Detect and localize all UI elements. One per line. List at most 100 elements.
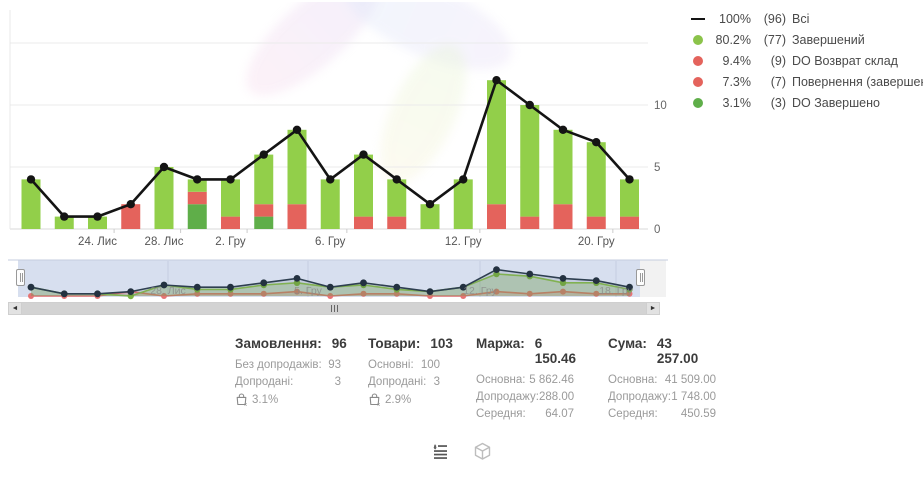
bar-segment[interactable] bbox=[620, 216, 639, 229]
navigator-returns-point bbox=[28, 293, 34, 299]
y-axis-label: 10 bbox=[654, 100, 667, 112]
stat-row-value: 1 748.00 bbox=[671, 391, 716, 403]
stat-row: Допродажу: 1 748.00 bbox=[608, 389, 716, 406]
stat-title-value: 96 bbox=[331, 336, 347, 351]
x-axis-label: 28. Лис bbox=[145, 236, 184, 248]
navigator-selection[interactable] bbox=[18, 260, 640, 297]
total-line-point[interactable] bbox=[425, 200, 435, 209]
navigator-returns-point bbox=[294, 288, 300, 295]
stat-title-value: 103 bbox=[430, 336, 453, 351]
bar-segment[interactable] bbox=[354, 216, 373, 229]
scrollbar-track[interactable] bbox=[22, 302, 646, 315]
navigator-date-label: 18. Гру bbox=[599, 285, 633, 297]
bar-segment[interactable] bbox=[254, 154, 274, 205]
total-line-point[interactable] bbox=[326, 175, 335, 184]
navigator-right-handle[interactable] bbox=[636, 269, 645, 286]
navigator-minichart[interactable]: 28. Лис 5. Гру 12. Гру 18. Гру bbox=[8, 259, 668, 301]
scroll-right-arrow-icon[interactable]: ► bbox=[646, 302, 660, 315]
total-line-point[interactable] bbox=[625, 175, 634, 184]
upsell-rate-value: 3.1% bbox=[252, 393, 279, 406]
bar-segment[interactable] bbox=[254, 204, 274, 217]
bar-segment[interactable] bbox=[520, 105, 540, 217]
bar-segment[interactable] bbox=[487, 204, 506, 229]
navigator-total-point bbox=[426, 288, 434, 295]
bar-segment[interactable] bbox=[54, 216, 74, 229]
bar-segment[interactable] bbox=[586, 142, 606, 217]
bar-segment[interactable] bbox=[387, 216, 407, 229]
orders-list-icon[interactable] bbox=[428, 438, 454, 464]
bar-segment[interactable] bbox=[354, 154, 373, 217]
total-line-point[interactable] bbox=[292, 125, 302, 134]
total-line-point[interactable] bbox=[259, 150, 268, 159]
bar-segment[interactable] bbox=[586, 216, 606, 229]
bar-segment[interactable] bbox=[420, 204, 440, 229]
legend-item-1[interactable]: 80.2% (77) Завершений bbox=[690, 29, 918, 50]
legend-count: (3) bbox=[770, 95, 786, 110]
total-line-point[interactable] bbox=[159, 162, 169, 172]
stat-column-orders: Замовлення: 96 Без допродажів: 93 Допродані:… bbox=[235, 336, 347, 406]
bar-segment[interactable] bbox=[520, 216, 540, 229]
total-line-point[interactable] bbox=[126, 200, 135, 209]
y-axis-label: 5 bbox=[654, 162, 660, 174]
bar-segment[interactable] bbox=[620, 179, 639, 217]
legend-percent: 3.1% bbox=[722, 95, 752, 110]
products-cube-icon[interactable] bbox=[470, 438, 496, 464]
stat-row-label: Основна: bbox=[608, 374, 658, 386]
legend-percent: 9.4% bbox=[722, 53, 752, 68]
bar-segment[interactable] bbox=[453, 179, 473, 229]
bar-segment[interactable] bbox=[387, 179, 407, 217]
bar-segment[interactable] bbox=[320, 179, 340, 229]
bar-segment[interactable] bbox=[287, 129, 307, 205]
bar-segment[interactable] bbox=[121, 204, 141, 229]
navigator-total-point bbox=[293, 275, 301, 282]
navigator-total-point bbox=[60, 290, 68, 298]
bar-segment[interactable] bbox=[221, 216, 240, 229]
total-line-point[interactable] bbox=[459, 175, 468, 184]
legend-label: DO Завершено bbox=[792, 95, 880, 110]
total-line-point[interactable] bbox=[558, 125, 568, 134]
chart-scrollbar[interactable]: ◄ ► bbox=[8, 302, 660, 315]
total-line-point[interactable] bbox=[93, 212, 102, 221]
bar-segment[interactable] bbox=[287, 204, 307, 229]
total-line-point[interactable] bbox=[392, 175, 401, 184]
chart-legend: 100% (96) Всі 80.2% (77) Завершений 9.4% (9) DO … bbox=[690, 8, 923, 113]
legend-percent: 80.2% bbox=[715, 32, 751, 47]
bar-segment[interactable] bbox=[154, 167, 174, 229]
stat-row-label: Основна: bbox=[476, 374, 526, 386]
bar-segment[interactable] bbox=[21, 179, 41, 229]
bar-segment[interactable] bbox=[221, 179, 240, 217]
legend-item-4[interactable]: 3.1% (3) DO Завершено bbox=[690, 92, 918, 113]
total-line-point[interactable] bbox=[525, 100, 534, 110]
total-line-point[interactable] bbox=[60, 212, 69, 221]
total-line-point[interactable] bbox=[226, 175, 235, 184]
bar-segment[interactable] bbox=[487, 80, 506, 205]
view-toggle-buttons bbox=[0, 438, 923, 464]
bar-segment[interactable] bbox=[187, 204, 207, 229]
bar-segment[interactable] bbox=[553, 204, 573, 229]
legend-item-3[interactable]: 7.3% (7) Повернення (завершений) bbox=[690, 71, 923, 92]
legend-item-2[interactable]: 9.4% (9) DO Возврат склад bbox=[690, 50, 918, 71]
legend-dot-icon bbox=[690, 55, 705, 66]
total-line-point[interactable] bbox=[359, 150, 368, 159]
stat-row-value: 3 bbox=[433, 376, 440, 388]
bar-segment[interactable] bbox=[187, 191, 207, 205]
navigator-left-handle[interactable] bbox=[16, 269, 25, 286]
navigator-total-point bbox=[27, 283, 35, 291]
total-line-point[interactable] bbox=[26, 175, 36, 184]
total-line-point[interactable] bbox=[592, 138, 601, 147]
legend-item-0[interactable]: 100% (96) Всі bbox=[690, 8, 918, 29]
total-line-point[interactable] bbox=[492, 76, 501, 85]
chart-navigator[interactable]: 28. Лис 5. Гру 12. Гру 18. Гру bbox=[8, 259, 668, 301]
bar-segment[interactable] bbox=[254, 216, 274, 229]
scrollbar-thumb[interactable] bbox=[22, 303, 646, 314]
total-line-point[interactable] bbox=[193, 175, 202, 184]
bar-segment[interactable] bbox=[88, 216, 107, 229]
legend-count: (9) bbox=[770, 53, 786, 68]
summary-stats: Замовлення: 96 Без допродажів: 93 Допродані:… bbox=[0, 336, 923, 420]
scroll-left-arrow-icon[interactable]: ◄ bbox=[8, 302, 22, 315]
stat-title-label: Сума: bbox=[608, 336, 647, 351]
bar-segment[interactable] bbox=[187, 179, 207, 192]
bar-segment[interactable] bbox=[553, 129, 573, 205]
stat-column-sum: Сума: 43 257.00 Основна: 41 509.00 Допродажу… bbox=[608, 336, 716, 423]
